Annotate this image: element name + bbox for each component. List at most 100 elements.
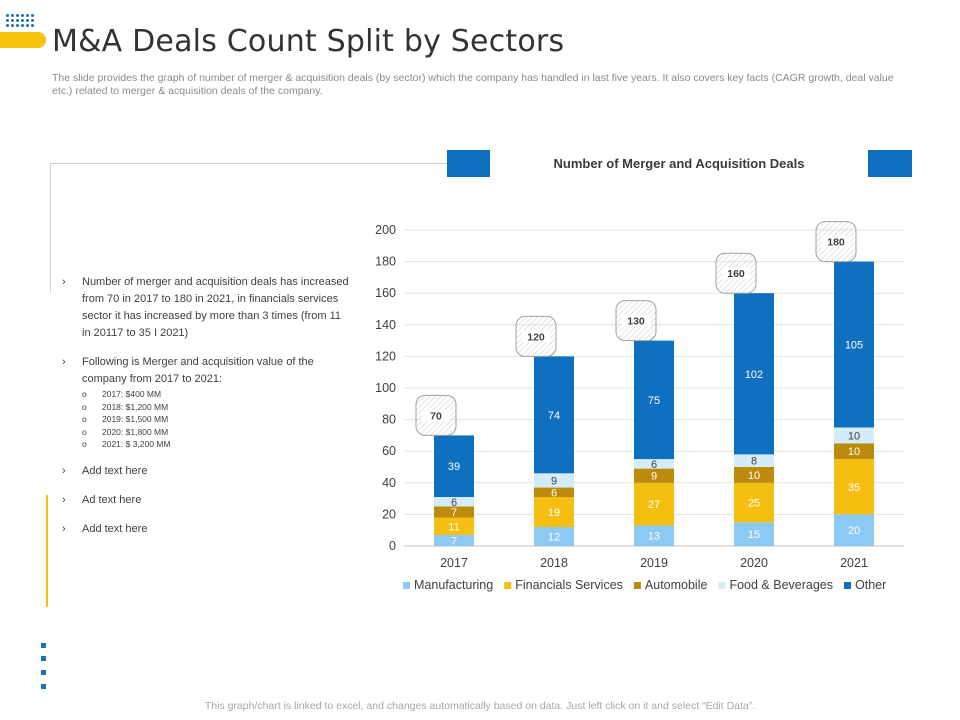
data-label: 8	[751, 456, 757, 468]
deal-value-item: o 2019: $1,500 MM	[82, 413, 352, 426]
bar-segment	[434, 517, 474, 535]
bar-segment	[634, 482, 674, 526]
y-tick-label: 20	[382, 507, 396, 521]
bullet-list: › Number of merger and acquisition deals…	[62, 274, 352, 550]
legend-label: Food & Beverages	[729, 578, 833, 592]
logo-dot	[31, 19, 34, 22]
logo-dot	[6, 24, 9, 27]
x-tick-label: 2020	[740, 556, 768, 570]
data-label: 10	[848, 446, 860, 458]
total-callout-bg	[422, 409, 450, 422]
bullet-add-text-1: › Add text here	[62, 463, 352, 480]
deal-value-item: o 2018: $1,200 MM	[82, 401, 352, 414]
x-tick-label: 2019	[640, 556, 668, 570]
bar-segment	[734, 454, 774, 467]
logo-dot	[26, 19, 29, 22]
legend-label: Financials Services	[515, 578, 623, 592]
chart-header-box-left	[447, 150, 490, 177]
logo-pill	[0, 32, 46, 48]
data-label: 74	[548, 410, 560, 422]
deal-value-list: o 2017: $400 MM o 2018: $1,200 MM o 2019: $…	[82, 388, 352, 451]
bar-segment	[834, 261, 874, 428]
y-tick-label: 40	[382, 476, 396, 490]
logo-dot	[16, 19, 19, 22]
data-label: 105	[845, 340, 863, 352]
y-tick-label: 140	[375, 318, 396, 332]
bullet-deal-values: › Following is Merger and acquisition va…	[62, 354, 352, 451]
bar-segment	[634, 459, 674, 469]
legend-swatch	[718, 582, 726, 589]
deal-value-text: 2020: $1,800 MM	[102, 426, 169, 437]
y-tick-label: 160	[375, 286, 396, 300]
total-label: 70	[430, 410, 442, 422]
circle-bullet-icon: o	[82, 439, 87, 449]
logo-dot	[16, 14, 19, 17]
bullet-text: Following is Merger and acquisition valu…	[82, 356, 314, 385]
bullet-arrow-icon: ›	[62, 356, 66, 368]
square-dot	[41, 643, 46, 648]
legend-label: Manufacturing	[414, 578, 493, 592]
bar-segment	[734, 467, 774, 483]
total-label: 160	[727, 268, 745, 280]
bar-segment	[434, 506, 474, 518]
bar-segment	[734, 522, 774, 546]
bar-segment	[534, 356, 574, 474]
circle-bullet-icon: o	[82, 426, 87, 437]
bar-segment	[634, 468, 674, 483]
logo-dot	[26, 24, 29, 27]
deal-value-item: o 2020: $1,800 MM	[82, 426, 352, 439]
bars-layer	[434, 261, 874, 546]
x-tick-label: 2018	[540, 556, 568, 570]
total-label: 120	[527, 331, 545, 343]
square-dot	[41, 656, 46, 661]
y-tick-label: 200	[375, 223, 396, 237]
page-subtitle: The slide provides the graph of number o…	[52, 72, 894, 97]
legend-swatch	[504, 582, 512, 589]
bar-segment	[434, 534, 474, 546]
data-label: 19	[548, 507, 560, 519]
data-label: 35	[848, 482, 860, 494]
bullet-text: Ad text here	[82, 493, 142, 506]
data-label: 25	[748, 498, 760, 510]
logo-dot	[31, 24, 34, 27]
y-tick-label: 180	[375, 255, 396, 269]
labels-layer: 7117639201770121969742018120132796752019…	[415, 221, 868, 570]
circle-bullet-icon: o	[82, 414, 87, 424]
bar-segment	[534, 497, 574, 528]
chart-header-box-right	[868, 150, 912, 177]
bullet-text: Number of merger and acquisition deals h…	[82, 276, 349, 339]
bullet-arrow-icon: ›	[62, 493, 66, 506]
data-label: 12	[548, 532, 560, 544]
data-label: 20	[848, 525, 860, 537]
bar-segment	[534, 527, 574, 546]
bar-segment	[834, 514, 874, 546]
bar-segment	[734, 482, 774, 523]
data-label: 6	[651, 459, 657, 471]
bullet-text: Add text here	[82, 464, 148, 477]
legend-label: Automobile	[645, 578, 708, 592]
logo-dot	[11, 14, 14, 17]
y-tick-label: 100	[375, 381, 396, 395]
y-tick-label: 60	[382, 444, 396, 458]
y-tick-label: 120	[375, 349, 396, 363]
bar-segment	[434, 435, 474, 498]
y-tick-label: 0	[389, 539, 396, 553]
total-label: 180	[827, 237, 845, 249]
legend-swatch	[633, 582, 641, 589]
deal-value-text: 2017: $400 MM	[102, 389, 162, 399]
logo-dot	[16, 24, 19, 27]
data-label: 27	[648, 499, 660, 511]
frame-line-top	[50, 163, 448, 164]
deal-value-item: o 2021: $ 3,200 MM	[82, 438, 352, 451]
deal-value-item: o 2017: $400 MM	[82, 388, 352, 401]
bar-segment	[534, 473, 574, 488]
data-label: 102	[745, 369, 763, 381]
bar-segment	[634, 525, 674, 546]
data-label: 10	[748, 470, 760, 482]
total-label: 130	[627, 316, 645, 328]
logo-dot	[11, 24, 14, 27]
bullet-arrow-icon: ›	[62, 522, 66, 535]
chart-title: Number of Merger and Acquisition Deals	[553, 156, 805, 171]
bullet-deals-growth: › Number of merger and acquisition deals…	[62, 274, 352, 342]
